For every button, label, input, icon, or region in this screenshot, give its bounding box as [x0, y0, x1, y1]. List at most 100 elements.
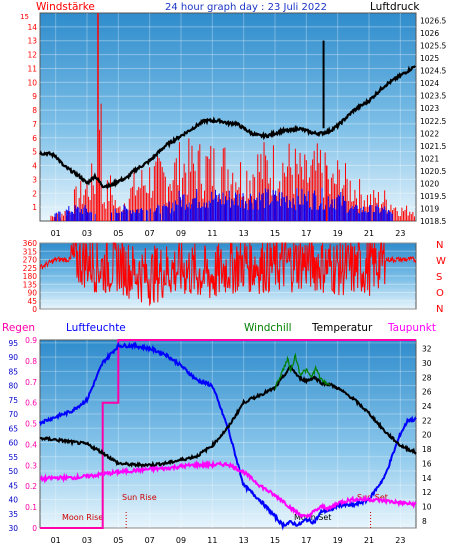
hour-tick-label: 17 — [301, 536, 311, 545]
wind-tick-label: 9 — [32, 92, 37, 101]
pressure-axis-ticks: 1026.5 1026 1025.5 1025 1024.5 1024 1023.5 1023… — [420, 17, 446, 226]
rain-tick-label: 0.3 — [25, 461, 37, 470]
direction-tick-label: 180 — [23, 272, 38, 281]
temperature-tick-label: 30 — [422, 359, 432, 368]
temperature-tick-label: 32 — [422, 345, 432, 354]
temperature-line — [39, 365, 417, 469]
direction-tick-label: 270 — [23, 256, 38, 265]
temperature-humidity-panel: Regen Luftfeuchte Windchill Temperatur Taupu… — [2, 322, 436, 545]
direction-tick-label: 90 — [27, 289, 37, 298]
humidity-tick-label: 50 — [8, 467, 18, 476]
direction-tick-label: 225 — [23, 264, 38, 273]
hour-tick-label: 03 — [82, 536, 92, 545]
temperature-tick-label: 10 — [422, 502, 432, 511]
direction-tick-label: 360 — [23, 239, 38, 248]
chart-title: 24 hour graph day : 23 Juli 2022 — [165, 2, 327, 13]
hour-tick-label: 23 — [395, 229, 405, 238]
hour-tick-label: 01 — [51, 229, 61, 238]
humidity-tick-label: 90 — [8, 353, 18, 362]
dewpoint-line — [39, 459, 417, 519]
temperature-tick-label: 20 — [422, 431, 432, 440]
temperature-axis-ticks: 32 30 28 26 24 22 20 18 16 14 12 10 8 — [422, 345, 432, 526]
compass-label: N — [436, 304, 443, 315]
pressure-tick-label: 1022 — [420, 129, 439, 138]
legend-entry: Taupunkt — [387, 322, 436, 334]
legend-entry: Temperatur — [311, 322, 373, 334]
compass-label: W — [436, 256, 446, 267]
temperature-tick-label: 18 — [422, 445, 432, 454]
wind-bars — [50, 13, 415, 221]
rain-tick-label: 0 — [32, 524, 37, 533]
windchill-line — [274, 352, 331, 390]
humidity-tick-label: 35 — [8, 510, 18, 519]
wind-axis-ticks: 14 13 12 11 10 9 8 7 6 5 4 3 2 1 15 — [20, 13, 37, 212]
temperature-tick-label: 12 — [422, 488, 432, 497]
temperature-tick-label: 26 — [422, 388, 432, 397]
rain-tick-label: 0.4 — [25, 440, 37, 449]
left-axis-label: Windstärke — [36, 1, 95, 13]
hour-tick-label: 05 — [113, 536, 123, 545]
wind-tick-label: 15 — [20, 13, 29, 21]
humidity-tick-label: 85 — [8, 367, 18, 376]
pressure-tick-label: 1019.5 — [420, 192, 446, 201]
humidity-tick-label: 30 — [8, 524, 18, 533]
rain-tick-label: 0.1 — [25, 503, 37, 512]
wind-tick-label: 8 — [32, 106, 37, 115]
rain-tick-label: 0.8 — [25, 357, 37, 366]
hour-tick-label: 01 — [51, 536, 61, 545]
rain-line — [40, 339, 416, 529]
pressure-tick-label: 1024.5 — [420, 67, 446, 76]
direction-tick-label: 0 — [32, 305, 37, 314]
humidity-tick-label: 75 — [8, 396, 18, 405]
wind-tick-label: 1 — [32, 203, 37, 212]
wind-tick-label: 5 — [32, 148, 37, 157]
hour-tick-label: 21 — [364, 229, 374, 238]
hour-tick-label: 03 — [82, 229, 92, 238]
wind-tick-label: 4 — [32, 162, 37, 171]
rain-tick-label: 0.6 — [25, 399, 37, 408]
wind-tick-label: 13 — [27, 37, 37, 46]
hour-axis-ticks-top: 01 03 05 07 09 11 13 15 17 19 21 23 — [51, 229, 406, 238]
pressure-tick-label: 1023 — [420, 104, 439, 113]
wind-tick-label: 2 — [32, 189, 37, 198]
legend-entry: Luftfeuchte — [66, 322, 126, 334]
wind-direction-line — [39, 242, 417, 307]
pressure-tick-label: 1018.5 — [420, 217, 446, 226]
wind-tick-label: 12 — [27, 51, 37, 60]
pressure-tick-label: 1021 — [420, 154, 439, 163]
hour-tick-label: 19 — [333, 536, 343, 545]
wind-tick-label: 14 — [27, 23, 37, 32]
rain-tick-label: 0.5 — [25, 420, 37, 429]
humidity-tick-label: 45 — [8, 481, 18, 490]
sun-rise-label: Sun Rise — [122, 493, 157, 502]
temperature-tick-label: 8 — [422, 517, 427, 526]
hour-tick-label: 11 — [207, 229, 217, 238]
hour-tick-label: 07 — [145, 229, 155, 238]
wind-tick-label: 6 — [32, 134, 37, 143]
pressure-tick-label: 1020.5 — [420, 167, 446, 176]
compass-label: S — [436, 272, 442, 283]
wind-tick-label: 7 — [32, 120, 37, 129]
hour-axis-ticks-bottom: 01 03 05 07 09 11 13 15 17 19 21 23 — [51, 536, 406, 545]
series-lines — [39, 339, 417, 531]
humidity-tick-label: 40 — [8, 496, 18, 505]
hour-tick-label: 07 — [145, 536, 155, 545]
pressure-tick-label: 1026 — [420, 29, 439, 38]
moon-set-label: Moon Set — [294, 513, 331, 522]
compass-label: O — [436, 288, 444, 299]
humidity-tick-label: 95 — [8, 339, 18, 348]
direction-tick-label: 45 — [27, 297, 37, 306]
humidity-tick-label: 55 — [8, 453, 18, 462]
hour-tick-label: 19 — [333, 229, 343, 238]
wind-tick-label: 11 — [27, 64, 37, 73]
legend-entry: Regen — [2, 322, 35, 334]
hour-tick-label: 15 — [270, 536, 280, 545]
pressure-tick-label: 1021.5 — [420, 142, 446, 151]
legend-entry: Windchill — [244, 322, 292, 334]
wind-tick-label: 10 — [27, 78, 37, 87]
hour-tick-label: 15 — [270, 229, 280, 238]
temperature-tick-label: 28 — [422, 373, 432, 382]
